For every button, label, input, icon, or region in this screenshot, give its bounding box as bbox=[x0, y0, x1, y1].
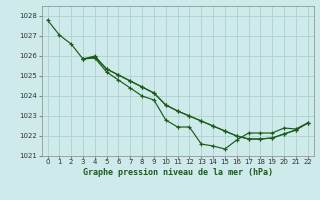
X-axis label: Graphe pression niveau de la mer (hPa): Graphe pression niveau de la mer (hPa) bbox=[83, 168, 273, 177]
